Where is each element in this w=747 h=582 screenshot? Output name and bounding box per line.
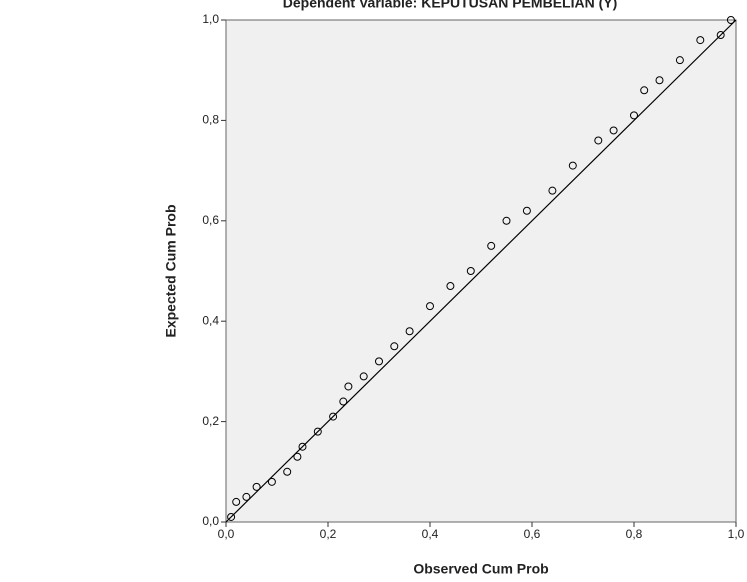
y-axis-label: Expected Cum Prob xyxy=(163,204,179,337)
chart-title: Dependent Variable: KEPUTUSAN PEMBELIAN … xyxy=(283,0,618,11)
y-tick-label: 0,8 xyxy=(202,113,219,127)
x-tick-label: 0,6 xyxy=(524,527,541,541)
y-tick-label: 1,0 xyxy=(202,12,219,26)
y-tick-label: 0,6 xyxy=(202,213,219,227)
y-tick-label: 0,0 xyxy=(202,514,219,528)
x-tick-label: 0,8 xyxy=(626,527,643,541)
x-axis-label: Observed Cum Prob xyxy=(413,561,548,577)
x-tick-label: 0,2 xyxy=(320,527,337,541)
x-tick-label: 1,0 xyxy=(728,527,745,541)
chart: Dependent Variable: KEPUTUSAN PEMBELIAN … xyxy=(0,0,747,582)
x-tick-label: 0,4 xyxy=(422,527,439,541)
y-tick-label: 0,4 xyxy=(202,313,219,327)
x-tick-label: 0,0 xyxy=(218,527,235,541)
y-tick-label: 0,2 xyxy=(202,414,219,428)
